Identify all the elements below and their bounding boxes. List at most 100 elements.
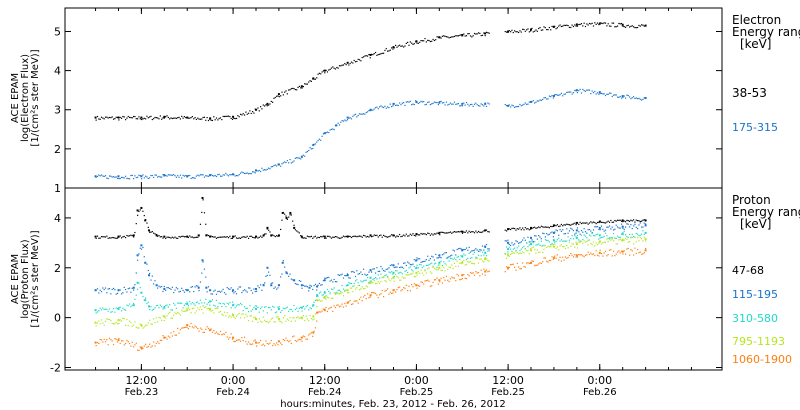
- proton-scatter-dot: [181, 235, 183, 238]
- proton-data-point: [163, 315, 166, 318]
- proton-scatter-dot: [539, 226, 541, 229]
- proton-scatter-dot: [575, 241, 577, 243]
- proton-scatter-dot: [346, 284, 349, 286]
- proton-scatter-dot: [642, 230, 644, 232]
- electron-data-point: [346, 116, 349, 119]
- proton-scatter-dot: [221, 236, 223, 238]
- proton-scatter-dot: [309, 333, 311, 335]
- proton-scatter-dot: [516, 247, 518, 249]
- proton-scatter-dot: [528, 244, 530, 246]
- proton-scatter-dot: [357, 302, 359, 304]
- proton-data-point: [136, 281, 139, 284]
- proton-scatter-dot: [475, 230, 477, 232]
- proton-scatter-dot: [485, 255, 488, 257]
- proton-scatter-dot: [235, 339, 238, 342]
- electron-scatter-dot: [107, 177, 109, 180]
- proton-scatter-dot: [111, 311, 113, 313]
- proton-scatter-dot: [178, 302, 180, 304]
- electron-scatter-dot: [411, 42, 413, 44]
- proton-data-point: [621, 239, 624, 242]
- proton-scatter-dot: [610, 219, 612, 222]
- proton-scatter-dot: [306, 235, 308, 237]
- proton-scatter-dot: [286, 218, 288, 220]
- x-tick-time: 0:00: [587, 374, 612, 387]
- proton-scatter-dot: [214, 305, 216, 307]
- proton-scatter-dot: [134, 284, 136, 286]
- proton-scatter-dot: [574, 254, 576, 256]
- electron-scatter-dot: [350, 118, 353, 120]
- proton-scatter-dot: [376, 267, 378, 269]
- electron-scatter-dot: [128, 178, 131, 180]
- electron-scatter-dot: [197, 117, 199, 119]
- electron-scatter-dot: [134, 115, 136, 118]
- proton-data-point: [277, 307, 280, 310]
- proton-scatter-dot: [626, 238, 628, 241]
- electron-scatter-dot: [619, 23, 621, 25]
- electron-scatter-dot: [435, 101, 437, 104]
- electron-scatter-dot: [278, 163, 280, 166]
- proton-scatter-dot: [96, 311, 99, 313]
- proton-scatter-dot: [570, 224, 572, 226]
- proton-scatter-dot: [128, 235, 131, 237]
- proton-scatter-dot: [338, 274, 341, 276]
- electron-scatter-dot: [407, 101, 409, 103]
- proton-scatter-dot: [209, 309, 211, 311]
- proton-scatter-dot: [405, 233, 407, 235]
- proton-scatter-dot: [350, 282, 353, 285]
- proton-scatter-dot: [300, 280, 302, 282]
- proton-scatter-dot: [239, 237, 242, 239]
- electron-scatter-dot: [95, 176, 97, 178]
- electron-scatter-dot: [637, 98, 639, 100]
- proton-scatter-dot: [222, 288, 224, 290]
- proton-scatter-dot: [107, 310, 109, 312]
- electron-scatter-dot: [483, 105, 485, 107]
- proton-scatter-dot: [459, 231, 461, 233]
- electron-scatter-dot: [130, 174, 132, 177]
- electron-scatter-dot: [182, 117, 184, 119]
- electron-scatter-dot: [540, 99, 542, 101]
- electron-scatter-dot: [527, 28, 529, 30]
- proton-data-point: [323, 309, 326, 312]
- proton-scatter-dot: [578, 241, 580, 243]
- proton-scatter-dot: [255, 345, 258, 347]
- proton-data-point: [575, 254, 578, 257]
- electron-scatter-dot: [508, 104, 510, 106]
- proton-data-point: [621, 233, 624, 236]
- proton-scatter-dot: [373, 292, 375, 294]
- proton-scatter-dot: [300, 306, 302, 309]
- electron-scatter-dot: [358, 113, 361, 115]
- proton-scatter-dot: [591, 253, 593, 256]
- electron-scatter-dot: [547, 98, 549, 100]
- proton-scatter-dot: [358, 298, 361, 300]
- electron-scatter-dot: [135, 118, 137, 120]
- electron-scatter-dot: [282, 94, 284, 96]
- proton-scatter-dot: [461, 232, 464, 234]
- proton-scatter-dot: [602, 242, 604, 244]
- proton-scatter-dot: [519, 250, 521, 252]
- electron-ytick-label: 1: [54, 182, 61, 195]
- proton-scatter-dot: [310, 307, 313, 310]
- proton-scatter-dot: [163, 285, 165, 288]
- proton-scatter-dot: [385, 274, 387, 276]
- electron-scatter-dot: [614, 26, 616, 28]
- proton-scatter-dot: [507, 228, 509, 230]
- electron-scatter-dot: [297, 86, 299, 89]
- electron-scatter-dot: [337, 67, 339, 69]
- proton-ylabel-line: ACE EPAM: [10, 254, 21, 304]
- proton-scatter-dot: [223, 311, 226, 313]
- electron-scatter-dot: [639, 98, 641, 100]
- proton-data-point: [148, 229, 151, 232]
- proton-scatter-dot: [514, 266, 516, 268]
- proton-scatter-dot: [302, 335, 304, 337]
- proton-scatter-dot: [312, 305, 314, 307]
- proton-scatter-dot: [528, 229, 530, 231]
- proton-scatter-dot: [332, 288, 334, 291]
- proton-scatter-dot: [215, 331, 218, 333]
- proton-scatter-dot: [353, 271, 355, 274]
- proton-scatter-dot: [163, 337, 165, 339]
- electron-scatter-dot: [134, 175, 136, 177]
- proton-scatter-dot: [437, 264, 440, 266]
- electron-scatter-dot: [334, 68, 337, 70]
- proton-scatter-dot: [595, 242, 597, 244]
- electron-scatter-dot: [313, 143, 315, 146]
